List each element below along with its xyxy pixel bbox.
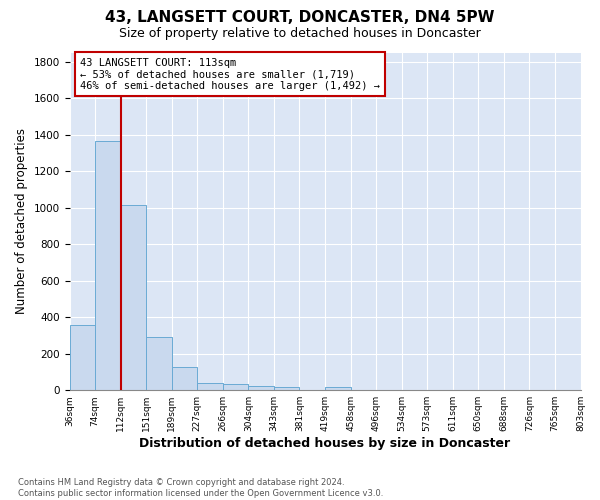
Bar	[223, 384, 248, 390]
Y-axis label: Number of detached properties: Number of detached properties	[15, 128, 28, 314]
Bar	[248, 386, 274, 390]
Bar	[121, 205, 146, 390]
Bar	[70, 326, 95, 390]
Text: Contains HM Land Registry data © Crown copyright and database right 2024.
Contai: Contains HM Land Registry data © Crown c…	[18, 478, 383, 498]
Text: 43, LANGSETT COURT, DONCASTER, DN4 5PW: 43, LANGSETT COURT, DONCASTER, DN4 5PW	[105, 10, 495, 25]
Bar	[146, 338, 172, 390]
Bar	[172, 367, 197, 390]
Bar	[274, 387, 299, 390]
Text: Size of property relative to detached houses in Doncaster: Size of property relative to detached ho…	[119, 28, 481, 40]
Bar	[95, 141, 121, 390]
X-axis label: Distribution of detached houses by size in Doncaster: Distribution of detached houses by size …	[139, 437, 511, 450]
Bar	[325, 387, 350, 390]
Text: 43 LANGSETT COURT: 113sqm
← 53% of detached houses are smaller (1,719)
46% of se: 43 LANGSETT COURT: 113sqm ← 53% of detac…	[80, 58, 380, 91]
Bar	[197, 382, 223, 390]
